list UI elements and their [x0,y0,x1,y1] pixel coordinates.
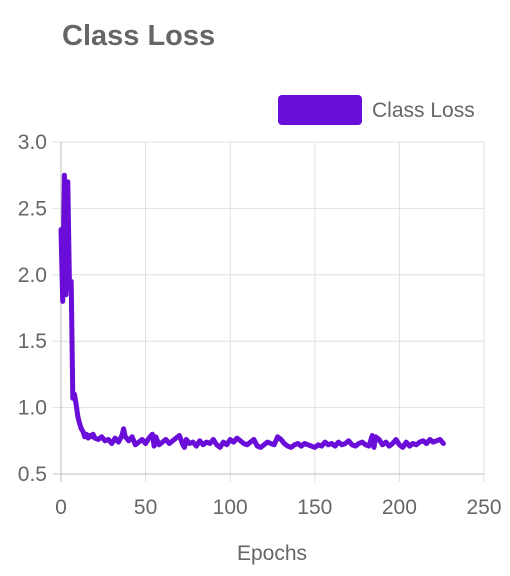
y-tick-label: 0.5 [18,463,47,486]
grid [53,141,485,482]
x-tick-label: 200 [382,496,417,519]
series-line-class-loss [58,172,446,450]
x-tick-labels: 0 50 100 150 200 250 [55,496,501,519]
legend-label[interactable]: Class Loss [372,99,475,122]
x-axis-title: Epochs [237,542,307,565]
y-tick-label: 3.0 [18,131,47,154]
y-tick-label: 2.5 [18,197,47,220]
y-tick-label: 1.0 [18,397,47,420]
x-tick-label: 50 [134,496,157,519]
axes [60,142,484,475]
y-tick-label: 2.0 [18,264,47,287]
legend[interactable]: Class Loss [278,95,475,125]
x-tick-label: 250 [466,496,501,519]
y-tick-labels: 0.5 1.0 1.5 2.0 2.5 3.0 [18,131,47,486]
x-tick-label: 100 [213,496,248,519]
y-tick-label: 1.5 [18,330,47,353]
x-tick-label: 0 [55,496,67,519]
series-layer [58,172,446,450]
x-tick-label: 150 [297,496,332,519]
legend-swatch[interactable] [278,95,362,125]
chart-title: Class Loss [62,20,216,52]
